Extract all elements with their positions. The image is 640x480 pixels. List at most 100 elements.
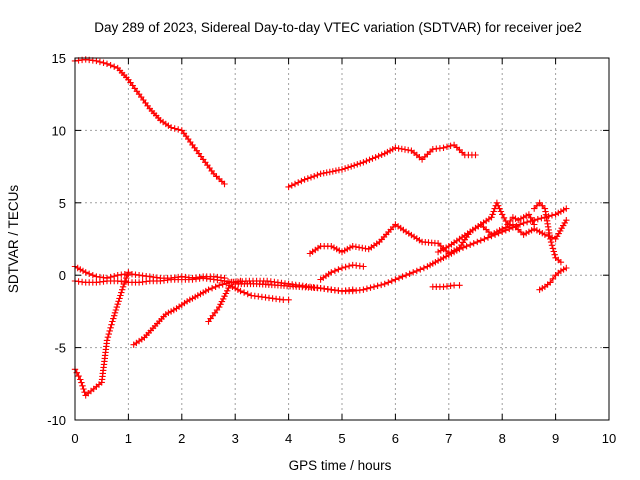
track-marker xyxy=(105,330,112,338)
track-marker xyxy=(107,324,114,331)
track-marker xyxy=(240,289,248,296)
track-marker xyxy=(490,208,497,215)
track-marker xyxy=(405,146,412,154)
data-point xyxy=(328,269,335,276)
track-marker xyxy=(385,279,392,286)
data-point xyxy=(504,221,511,228)
data-point xyxy=(563,217,570,224)
track-marker xyxy=(175,126,182,133)
data-point xyxy=(531,205,538,212)
series-line xyxy=(74,58,225,185)
data-point xyxy=(467,241,474,248)
track-marker xyxy=(167,308,175,315)
track-marker xyxy=(298,177,305,185)
track-marker xyxy=(533,227,541,234)
track-marker xyxy=(120,280,128,288)
data-point xyxy=(547,235,554,243)
track-marker xyxy=(335,166,343,174)
data-point xyxy=(472,151,479,159)
track-marker xyxy=(527,214,534,221)
track-marker xyxy=(507,217,514,225)
data-point xyxy=(285,183,292,191)
track-marker xyxy=(229,283,236,290)
track-marker xyxy=(81,389,88,396)
track-marker xyxy=(355,244,363,251)
track-marker xyxy=(344,245,351,253)
track-marker xyxy=(481,235,488,243)
track-marker xyxy=(113,303,120,311)
data-point xyxy=(392,276,399,283)
data-point xyxy=(456,245,463,253)
track-marker xyxy=(442,253,450,260)
track-marker xyxy=(189,295,196,302)
track-marker xyxy=(222,290,230,297)
track-marker xyxy=(341,165,349,172)
y-tick-label: -10 xyxy=(47,413,66,428)
track-marker xyxy=(516,221,524,228)
x-tick-label: 10 xyxy=(602,431,616,446)
data-point xyxy=(547,279,554,286)
track-marker xyxy=(335,266,342,273)
track-marker xyxy=(489,211,496,218)
track-marker xyxy=(86,270,93,277)
track-marker xyxy=(437,256,444,263)
track-marker xyxy=(463,243,470,250)
track-marker xyxy=(336,247,343,254)
track-marker xyxy=(525,228,533,235)
data-point xyxy=(413,267,420,275)
track-marker xyxy=(217,301,224,308)
track-marker xyxy=(320,170,327,177)
data-point xyxy=(82,269,89,276)
data-point xyxy=(338,248,346,256)
track-marker xyxy=(539,230,546,237)
data-point xyxy=(488,232,495,240)
track-marker xyxy=(506,225,513,233)
data-point xyxy=(103,60,111,67)
series-line xyxy=(235,208,567,292)
data-point xyxy=(563,264,570,272)
track-marker xyxy=(78,379,85,386)
x-tick-label: 4 xyxy=(285,431,292,446)
data-point xyxy=(221,274,228,282)
data-point xyxy=(114,301,121,308)
track-marker xyxy=(523,230,530,237)
track-marker xyxy=(372,154,379,161)
track-marker xyxy=(513,222,520,230)
data-point xyxy=(360,263,367,270)
track-marker xyxy=(197,290,204,298)
track-marker xyxy=(375,152,382,160)
data-point xyxy=(317,170,324,177)
data-point xyxy=(456,282,463,289)
track-marker xyxy=(304,175,311,182)
x-tick-label: 3 xyxy=(232,431,239,446)
data-point xyxy=(205,286,212,293)
y-axis-label: SDTVAR / TECUs xyxy=(6,185,21,294)
track-marker xyxy=(119,286,126,293)
track-marker xyxy=(474,238,481,246)
data-point xyxy=(525,211,533,218)
track-marker xyxy=(225,284,232,292)
track-marker xyxy=(549,275,557,282)
track-marker xyxy=(223,280,230,287)
data-point xyxy=(450,282,458,289)
track-marker xyxy=(495,202,502,209)
track-marker xyxy=(80,385,87,393)
track-marker xyxy=(401,146,409,153)
track-marker xyxy=(295,179,302,186)
track-marker xyxy=(539,285,546,292)
track-marker xyxy=(363,157,370,165)
track-marker xyxy=(491,231,499,238)
data-point xyxy=(338,166,346,173)
track-marker xyxy=(107,273,114,281)
data-point xyxy=(445,251,452,259)
data-point xyxy=(392,144,399,151)
series-track-m xyxy=(536,264,570,293)
data-point xyxy=(109,318,116,325)
track-marker xyxy=(459,244,467,251)
data-point xyxy=(125,269,132,276)
data-point xyxy=(77,376,84,383)
track-marker xyxy=(111,63,118,70)
track-marker xyxy=(500,214,508,221)
data-point xyxy=(434,257,442,264)
track-marker xyxy=(496,205,503,212)
